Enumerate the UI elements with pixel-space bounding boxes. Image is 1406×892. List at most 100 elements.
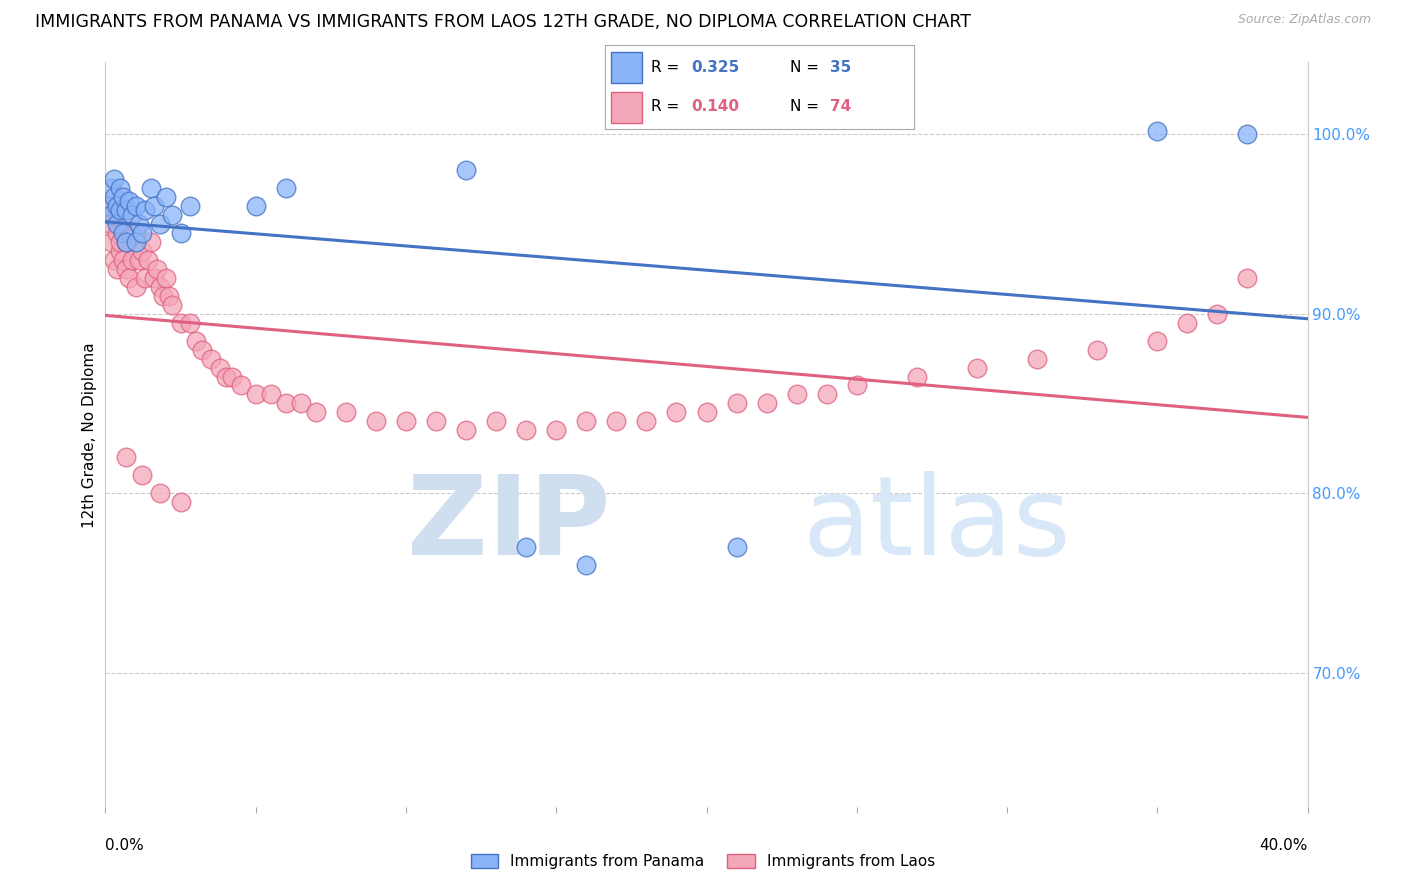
Point	[169, 316, 191, 330]
Legend: Immigrants from Panama, Immigrants from Laos: Immigrants from Panama, Immigrants from …	[464, 848, 942, 875]
Point	[131, 244, 153, 258]
Point	[118, 270, 141, 285]
Point	[364, 414, 387, 428]
Point	[575, 414, 598, 428]
Point	[229, 378, 252, 392]
Point	[1236, 127, 1258, 141]
Point	[124, 226, 146, 240]
Point	[100, 208, 122, 222]
Text: 35: 35	[831, 60, 852, 75]
Point	[305, 405, 328, 419]
Point	[485, 414, 508, 428]
Text: ZIP: ZIP	[406, 471, 610, 578]
Point	[755, 396, 778, 410]
Point	[1026, 351, 1049, 366]
Point	[605, 414, 627, 428]
Point	[636, 414, 658, 428]
Point	[155, 190, 177, 204]
Point	[546, 423, 568, 437]
Point	[157, 289, 180, 303]
Point	[184, 334, 207, 348]
Point	[115, 235, 138, 249]
Point	[1206, 307, 1229, 321]
Point	[845, 378, 868, 392]
Text: 0.140: 0.140	[692, 99, 740, 114]
Point	[115, 450, 138, 465]
Point	[221, 369, 243, 384]
Point	[815, 387, 838, 401]
Point	[124, 199, 146, 213]
Point	[103, 208, 125, 222]
Point	[110, 235, 132, 249]
FancyBboxPatch shape	[610, 92, 641, 122]
Point	[142, 270, 165, 285]
Point	[148, 280, 170, 294]
Point	[725, 540, 748, 554]
Point	[966, 360, 988, 375]
Point	[245, 387, 267, 401]
Point	[179, 199, 201, 213]
Point	[118, 226, 141, 240]
Point	[100, 181, 122, 195]
Point	[148, 217, 170, 231]
Point	[110, 181, 132, 195]
Text: atlas: atlas	[803, 471, 1071, 578]
Point	[134, 270, 156, 285]
Point	[103, 252, 125, 267]
Text: 40.0%: 40.0%	[1260, 838, 1308, 854]
Point	[115, 261, 138, 276]
Point	[110, 244, 132, 258]
Point	[103, 172, 125, 186]
Point	[131, 468, 153, 483]
Point	[1085, 343, 1108, 357]
Point	[208, 360, 231, 375]
Text: N =: N =	[790, 60, 824, 75]
Point	[139, 235, 162, 249]
Point	[152, 289, 174, 303]
Point	[107, 217, 129, 231]
Point	[145, 261, 167, 276]
Point	[290, 396, 312, 410]
Point	[200, 351, 222, 366]
Point	[134, 202, 156, 217]
Text: 74: 74	[831, 99, 852, 114]
Point	[260, 387, 283, 401]
Point	[100, 217, 122, 231]
Point	[103, 190, 125, 204]
Point	[425, 414, 447, 428]
Point	[190, 343, 212, 357]
Point	[97, 199, 120, 213]
Point	[515, 540, 537, 554]
Text: R =: R =	[651, 99, 685, 114]
Point	[454, 163, 477, 178]
Point	[100, 235, 122, 249]
Point	[169, 226, 191, 240]
Point	[1175, 316, 1198, 330]
Point	[121, 252, 143, 267]
Point	[131, 226, 153, 240]
Point	[274, 181, 297, 195]
Point	[179, 316, 201, 330]
Point	[118, 194, 141, 208]
Point	[214, 369, 236, 384]
Point	[1146, 123, 1168, 137]
Point	[139, 181, 162, 195]
Point	[110, 202, 132, 217]
Point	[786, 387, 808, 401]
Point	[395, 414, 418, 428]
Point	[665, 405, 688, 419]
Point	[1146, 334, 1168, 348]
Text: 0.325: 0.325	[692, 60, 740, 75]
Point	[124, 235, 146, 249]
Point	[115, 202, 138, 217]
Point	[169, 495, 191, 509]
Point	[107, 261, 129, 276]
Point	[142, 199, 165, 213]
Text: 0.0%: 0.0%	[105, 838, 145, 854]
Text: IMMIGRANTS FROM PANAMA VS IMMIGRANTS FROM LAOS 12TH GRADE, NO DIPLOMA CORRELATIO: IMMIGRANTS FROM PANAMA VS IMMIGRANTS FRO…	[35, 13, 972, 31]
FancyBboxPatch shape	[610, 53, 641, 83]
Point	[155, 270, 177, 285]
Point	[160, 298, 183, 312]
Point	[335, 405, 357, 419]
Text: Source: ZipAtlas.com: Source: ZipAtlas.com	[1237, 13, 1371, 27]
